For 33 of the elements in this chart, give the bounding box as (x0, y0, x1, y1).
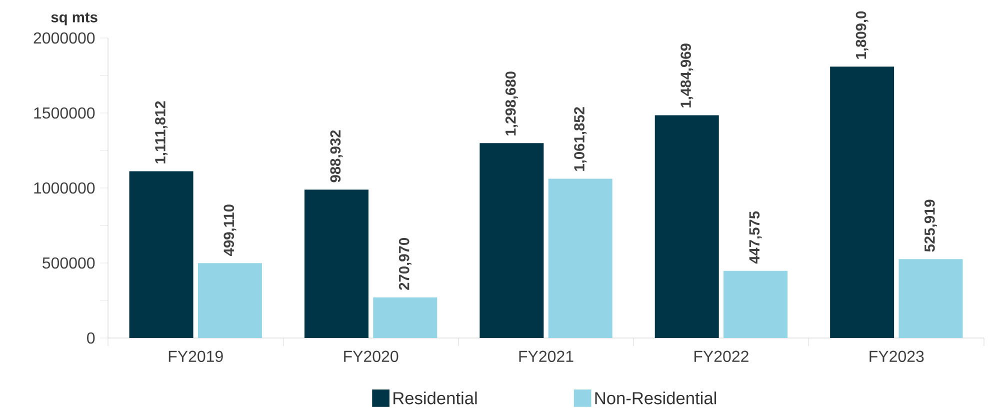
y-tick-label: 0 (87, 332, 95, 344)
bar (654, 115, 719, 338)
data-label: 447,575 (749, 211, 762, 264)
x-tick-label: FY2023 (870, 350, 924, 362)
bar (724, 270, 788, 338)
y-axis-title: sq mts (51, 12, 98, 26)
y-tick-label: 2000000 (34, 32, 95, 44)
bar (373, 297, 438, 338)
data-label: 1,809,0 (856, 11, 868, 59)
bar (304, 190, 368, 338)
data-label: 499,110 (224, 204, 236, 256)
legend-label: Residential (394, 392, 477, 404)
data-label: 1,111,812 (155, 101, 168, 164)
data-label: 270,970 (398, 238, 412, 290)
x-tick-label: FY2021 (519, 350, 574, 362)
data-label: 525,919 (924, 200, 937, 252)
y-tick-label: 1000000 (34, 182, 95, 194)
data-label: 1,298,680 (505, 72, 518, 136)
y-tick-label: 1500000 (34, 107, 95, 119)
x-tick-label: FY2022 (694, 350, 748, 362)
data-label: 1,061,852 (574, 107, 587, 171)
data-label: 1,484,969 (680, 44, 694, 108)
data-label: 988,932 (330, 130, 343, 182)
y-tick-label: 500000 (42, 257, 95, 269)
bar (548, 178, 612, 338)
bar (480, 143, 544, 338)
bar (198, 263, 262, 338)
bar (898, 259, 963, 338)
bar (129, 171, 194, 338)
bar (830, 66, 894, 338)
legend-label: Non-Residential (595, 392, 716, 404)
x-tick-label: FY2019 (168, 350, 223, 362)
x-tick-label: FY2020 (344, 350, 398, 362)
